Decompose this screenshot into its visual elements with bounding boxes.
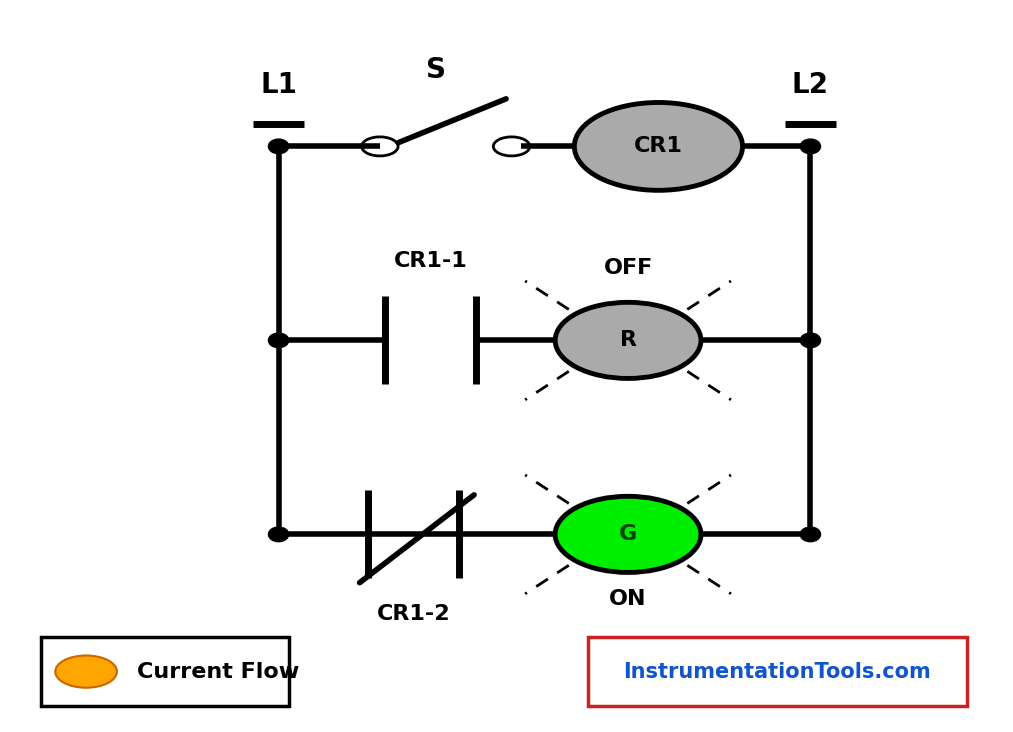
Text: InstrumentationTools.com: InstrumentationTools.com (624, 662, 931, 681)
Text: L1: L1 (260, 71, 297, 99)
Text: Current Flow: Current Flow (137, 662, 300, 681)
Text: G: G (619, 524, 637, 545)
Bar (41, 637, 289, 706)
Text: CR1-1: CR1-1 (394, 251, 467, 271)
Circle shape (800, 139, 821, 154)
Text: CR1-2: CR1-2 (377, 604, 450, 624)
Ellipse shape (555, 302, 701, 378)
Text: CR1: CR1 (634, 136, 683, 157)
Text: OFF: OFF (604, 258, 652, 278)
Bar (588, 637, 967, 706)
Ellipse shape (574, 102, 743, 190)
Circle shape (800, 527, 821, 542)
Text: L2: L2 (792, 71, 829, 99)
Circle shape (268, 527, 289, 542)
Text: ON: ON (609, 589, 647, 609)
Text: R: R (620, 330, 636, 351)
Circle shape (268, 333, 289, 348)
Circle shape (268, 139, 289, 154)
Ellipse shape (555, 496, 701, 572)
Text: S: S (425, 56, 446, 84)
Ellipse shape (56, 656, 116, 688)
Circle shape (800, 333, 821, 348)
